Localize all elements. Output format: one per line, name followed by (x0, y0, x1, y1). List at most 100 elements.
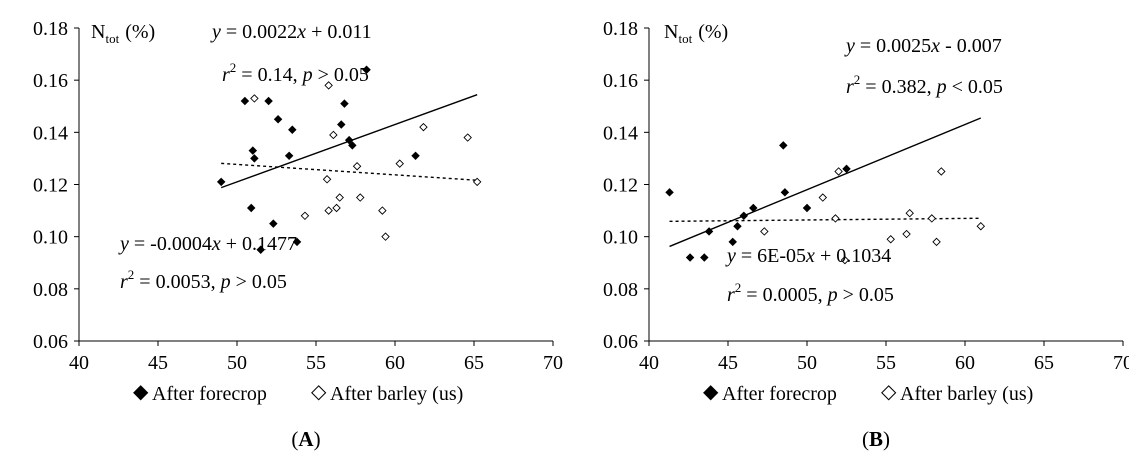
panel-b-xtick-label: 50 (797, 352, 817, 374)
panel-a: 0.06 0.08 0.10 0.12 0.14 0.16 0.18 40 45 50 55 60 65… (33, 18, 563, 451)
panel-a-barley-point (378, 206, 387, 215)
panel-a-barley-point (395, 159, 404, 168)
panel-b-forecrop-point (842, 164, 851, 174)
panel-a-barley-trendline (221, 162, 478, 181)
panel-b-forecrop-point (685, 253, 695, 262)
panel-a-label: (A) (291, 427, 320, 451)
panel-b-xtick-label: 65 (1034, 352, 1054, 374)
panel-a-barley-point (419, 122, 428, 132)
panel-b-barley-point (831, 214, 840, 223)
panel-b-ytick-label: 0.12 (603, 175, 638, 197)
panel-a-barley-point (322, 175, 332, 184)
panel-b-forecrop-point (700, 253, 709, 262)
panel-b-forecrop-r2: r2 = 0.382, p < 0.05 (846, 72, 1003, 98)
panel-a-barley-point (335, 193, 344, 202)
panel-b-legend-filled-marker-icon: ◆ (703, 381, 719, 403)
panel-b-barley-point (937, 167, 946, 176)
panel-a-barley-point (352, 162, 362, 171)
panel-a-forecrop-point (273, 115, 283, 124)
panel-a-xtick-label: 60 (385, 352, 405, 374)
panel-a-barley-point (356, 193, 365, 202)
panel-a-ytick-label: 0.16 (33, 70, 68, 92)
panel-b-forecrop-point (779, 141, 788, 150)
panel-a-forecrop-point (248, 146, 258, 155)
panel-a-forecrop-point (362, 65, 371, 74)
panel-b-barley-point (760, 227, 769, 236)
panel-b-barley-equation: y = 6E-05x + 0.1034 (725, 245, 891, 267)
panel-b-forecrop-point (802, 203, 812, 213)
panel-b-legend-open-marker-icon: ◇ (881, 381, 897, 403)
panel-a-barley-equation: y = -0.0004x + 0.1477 (118, 233, 297, 255)
panel-a-barley-point (324, 81, 333, 90)
panel-a-ytick-label: 0.18 (33, 18, 68, 40)
panel-a-forecrop-point (240, 96, 250, 106)
panel-b-barley-point (840, 255, 850, 265)
panel-b-xtick-label: 60 (955, 352, 975, 374)
panel-b-forecrop-equation: y = 0.0025x - 0.007 (844, 35, 1002, 57)
panel-a-xtick-label: 65 (464, 352, 484, 374)
panel-b-forecrop-point (728, 237, 737, 247)
panel-a-forecrop-equation: y = 0.0022x + 0.011 (210, 21, 372, 43)
panel-b-xtick-label: 70 (1113, 352, 1129, 374)
panel-b-barley-point (976, 221, 986, 231)
panel-a-forecrop-point (288, 125, 297, 134)
panel-b-barley-point (818, 193, 828, 202)
panel-b-forecrop-point (665, 188, 674, 197)
panel-a-legend: ◆ After forecrop ◇ After barley (us) (133, 381, 463, 405)
panel-a-barley-point (332, 203, 341, 213)
panel-b-label: (B) (862, 427, 890, 451)
panel-a-barley-point (472, 177, 482, 187)
panel-a-legend-forecrop-label: After forecrop (152, 383, 267, 405)
panel-a-ytick-label: 0.08 (33, 279, 68, 301)
panel-b-xtick-label: 45 (718, 352, 738, 374)
panel-b-forecrop-point (739, 211, 749, 221)
panel-a-forecrop-point (264, 96, 273, 106)
panel-a-forecrop-point (344, 135, 354, 145)
panel-a-barley-point (329, 130, 338, 140)
panel-b-barley-point (932, 237, 941, 247)
panel-b: 0.06 0.08 0.10 0.12 0.14 0.16 0.18 40 45 50 55 60 65… (603, 18, 1129, 451)
panel-b-forecrop-point (749, 203, 758, 213)
panel-a-plot-area: 0.06 0.08 0.10 0.12 0.14 0.16 0.18 40 45 50 55 60 65… (33, 18, 563, 374)
panel-a-barley-point (463, 133, 472, 142)
panel-b-forecrop-point (733, 221, 742, 231)
panel-a-ytick-label: 0.12 (33, 175, 68, 197)
panel-b-forecrop-point (780, 188, 790, 197)
panel-a-forecrop-point (246, 203, 256, 213)
panel-a-ytick-label: 0.06 (33, 331, 68, 353)
panel-a-legend-barley-label: After barley (us) (330, 383, 463, 405)
panel-a-xtick-label: 70 (543, 352, 563, 374)
panel-b-barley-point (927, 214, 937, 223)
panel-a-forecrop-point (256, 245, 265, 254)
panel-a-forecrop-point (348, 141, 357, 150)
panel-a-barley-point (381, 232, 390, 241)
panel-a-barley-point (250, 94, 259, 103)
panel-b-barley-r2: r2 = 0.0005, p > 0.05 (727, 280, 894, 306)
panel-a-forecrop-point (411, 151, 420, 161)
panel-a-xtick-label: 55 (306, 352, 326, 374)
panel-a-ylabel: Ntot (%) (91, 21, 155, 46)
panel-a-xtick-label: 45 (148, 352, 168, 374)
panel-b-legend-forecrop-label: After forecrop (722, 383, 837, 405)
panel-a-legend-open-marker-icon: ◇ (311, 381, 327, 403)
panel-b-barley-point (886, 235, 895, 244)
panel-b-plot-area: 0.06 0.08 0.10 0.12 0.14 0.16 0.18 40 45 50 55 60 65… (603, 18, 1129, 374)
panel-a-forecrop-point (340, 99, 349, 108)
panel-a-barley-r2: r2 = 0.0053, p > 0.05 (120, 267, 287, 293)
panel-a-xtick-label: 50 (227, 352, 247, 374)
panel-b-legend-barley-label: After barley (us) (900, 383, 1033, 405)
panel-a-ytick-label: 0.14 (33, 122, 68, 144)
panel-a-barley-point (324, 206, 333, 215)
panel-a-legend-filled-marker-icon: ◆ (133, 381, 149, 403)
panel-b-barley-point (902, 229, 911, 239)
panel-b-legend: ◆ After forecrop ◇ After barley (us) (703, 381, 1033, 405)
panel-b-forecrop-trendline (669, 117, 982, 248)
panel-b-ytick-label: 0.10 (603, 227, 638, 249)
panel-a-xtick-label: 40 (69, 352, 89, 374)
panel-a-forecrop-point (337, 120, 346, 129)
panel-b-forecrop-point (704, 227, 714, 236)
panel-a-forecrop-point (269, 219, 278, 228)
panel-b-ylabel: Ntot (%) (664, 21, 728, 46)
panel-b-ytick-label: 0.08 (603, 279, 638, 301)
